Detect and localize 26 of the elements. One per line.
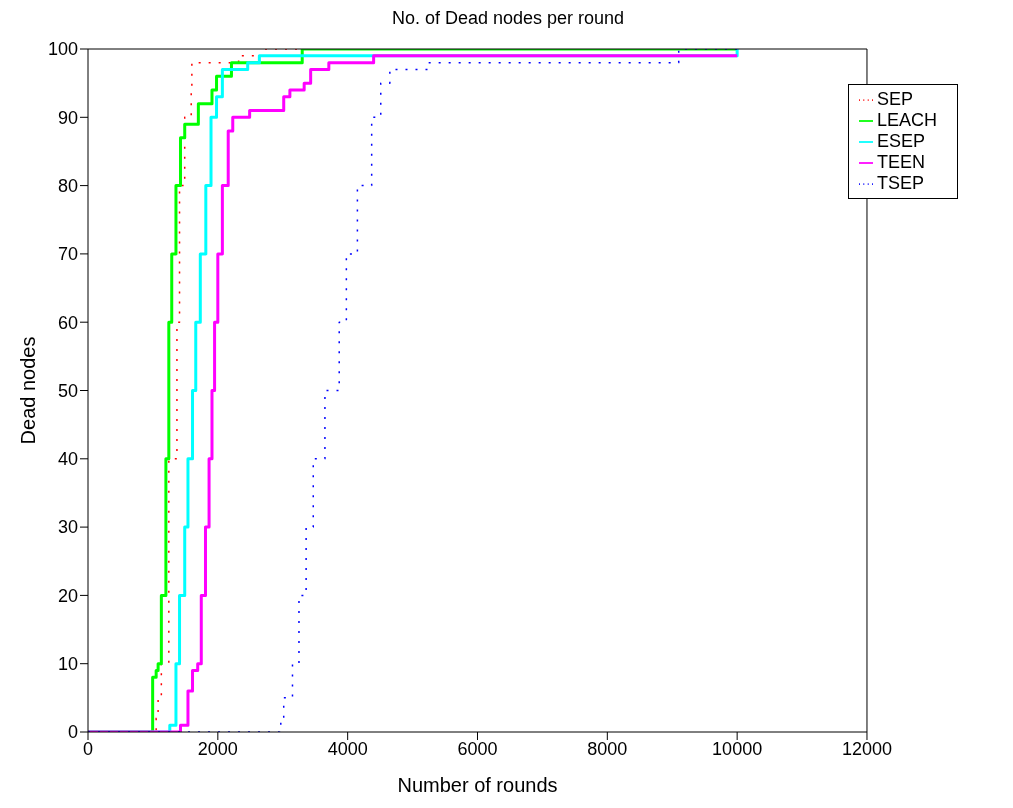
y-tick-label: 70 [57, 244, 78, 265]
y-tick-label: 50 [57, 380, 78, 401]
y-tick-label: 0 [67, 722, 78, 743]
y-tick-label: 100 [47, 39, 78, 60]
y-axis-title: Dead nodes [17, 336, 40, 445]
x-tick-label: 8000 [587, 738, 628, 759]
y-tick-label: 30 [57, 517, 78, 538]
y-tick-label: 60 [57, 312, 78, 333]
x-axis-title: Number of rounds [397, 774, 558, 796]
y-tick-label: 80 [57, 175, 78, 196]
x-tick-label: 4000 [327, 738, 368, 759]
legend-label: TSEP [877, 173, 925, 193]
x-tick-label: 6000 [457, 738, 498, 759]
y-tick-label: 40 [57, 449, 78, 470]
legend-label: SEP [877, 89, 914, 109]
x-tick-label: 0 [82, 738, 94, 759]
x-tick-label: 10000 [712, 738, 763, 759]
x-tick-label: 2000 [197, 738, 238, 759]
y-tick-label: 10 [57, 654, 78, 675]
x-tick-label: 12000 [841, 738, 892, 759]
y-tick-label: 20 [57, 585, 78, 606]
y-tick-label: 90 [57, 107, 78, 128]
legend-label: TEEN [877, 152, 926, 172]
legend-label: LEACH [877, 110, 938, 130]
chart-title: No. of Dead nodes per round [390, 8, 626, 30]
legend-label: ESEP [877, 131, 926, 151]
